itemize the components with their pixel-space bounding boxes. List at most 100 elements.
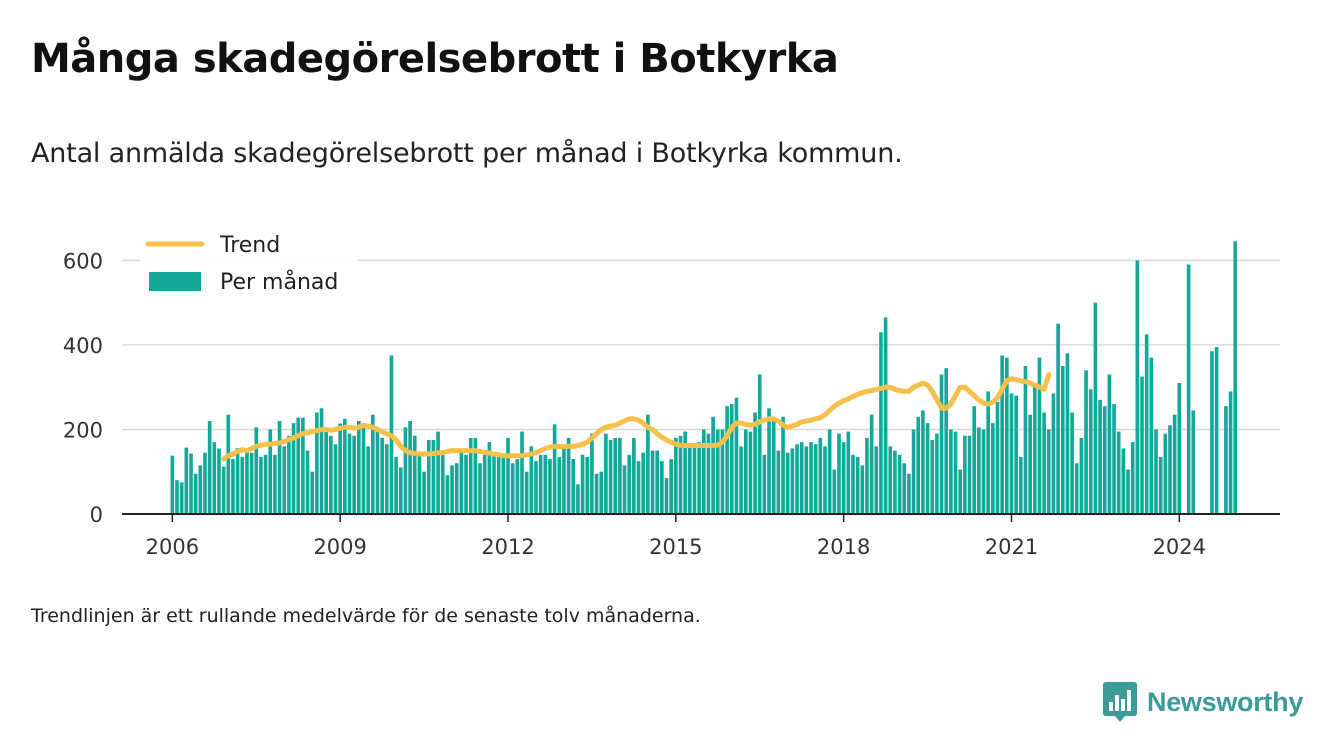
y-tick-label: 0 (90, 503, 103, 527)
bar (1065, 353, 1070, 514)
bar (193, 473, 198, 514)
bar (520, 431, 524, 514)
bar (282, 446, 287, 514)
legend-trend-label: Trend (219, 233, 280, 258)
bar (1214, 347, 1219, 514)
bar (305, 450, 310, 514)
bar (711, 416, 715, 514)
bar (487, 442, 492, 514)
bar (1060, 366, 1065, 514)
bar (855, 456, 860, 514)
bar (1032, 382, 1037, 514)
bar (1000, 355, 1004, 514)
bar (529, 446, 534, 514)
bar (422, 471, 426, 514)
bar (851, 454, 855, 514)
bar (1070, 412, 1074, 514)
bar (748, 431, 753, 514)
bar (254, 427, 259, 514)
bar (324, 429, 329, 514)
bar (674, 437, 678, 514)
bar (557, 456, 562, 514)
bar (893, 450, 897, 514)
bar-series (170, 241, 1238, 514)
bar (608, 440, 613, 514)
bar (501, 454, 506, 514)
bar (1228, 391, 1233, 514)
bar (827, 429, 832, 514)
bar (785, 452, 790, 514)
bar (963, 435, 967, 514)
bar (627, 454, 632, 514)
bar (259, 456, 263, 514)
bar (1005, 357, 1009, 514)
bar (818, 437, 823, 514)
bar (361, 423, 366, 514)
bar (384, 444, 389, 514)
bar (622, 465, 627, 514)
bar (995, 401, 1000, 514)
bar (907, 473, 911, 514)
bar (1102, 406, 1107, 514)
bar (1154, 429, 1158, 514)
x-tick-label: 2024 (1153, 535, 1206, 559)
bar (809, 442, 813, 514)
bar (930, 440, 935, 514)
bar (1037, 357, 1042, 514)
bar (832, 469, 837, 514)
bar (1084, 370, 1088, 514)
bar (991, 423, 995, 514)
bar (534, 461, 538, 514)
bar (1023, 366, 1028, 514)
bar (1149, 357, 1154, 514)
bar (1233, 241, 1238, 514)
bar (464, 454, 468, 514)
bar (753, 412, 757, 514)
bar (291, 423, 296, 514)
bar (1168, 425, 1172, 514)
bar (823, 446, 827, 514)
bar (492, 454, 496, 514)
bar (1126, 469, 1130, 514)
bar (1177, 382, 1182, 514)
bar (967, 435, 972, 514)
bar (287, 435, 291, 514)
bar (198, 465, 203, 514)
bar (725, 406, 729, 514)
bar (687, 444, 692, 514)
bar (590, 433, 594, 514)
bar (450, 465, 454, 514)
bar (212, 442, 217, 514)
bar (1191, 410, 1196, 514)
bar (883, 317, 888, 514)
bar (874, 446, 879, 514)
bar (1018, 456, 1023, 514)
x-tick-label: 2021 (985, 535, 1038, 559)
bar (329, 435, 333, 514)
bar (1074, 463, 1079, 514)
bar (226, 414, 231, 514)
bar (468, 437, 473, 514)
bar (478, 463, 482, 514)
bar (767, 408, 771, 514)
bar (841, 442, 846, 514)
bar (571, 459, 576, 514)
bar (1121, 448, 1126, 514)
bar (343, 418, 347, 514)
bar (240, 456, 245, 514)
chart-title: Många skadegörelsebrott i Botkyrka (31, 36, 839, 82)
bar (375, 429, 380, 514)
bar (1144, 334, 1149, 514)
bar (221, 466, 226, 514)
bar (804, 446, 809, 514)
bar (953, 431, 958, 514)
bar (189, 453, 193, 514)
bar (715, 429, 720, 514)
bar (734, 397, 739, 514)
bar (366, 446, 370, 514)
y-tick-label: 200 (63, 418, 103, 442)
bar (184, 447, 189, 514)
y-tick-label: 600 (63, 249, 103, 273)
bar (263, 454, 268, 514)
bar (701, 429, 706, 514)
